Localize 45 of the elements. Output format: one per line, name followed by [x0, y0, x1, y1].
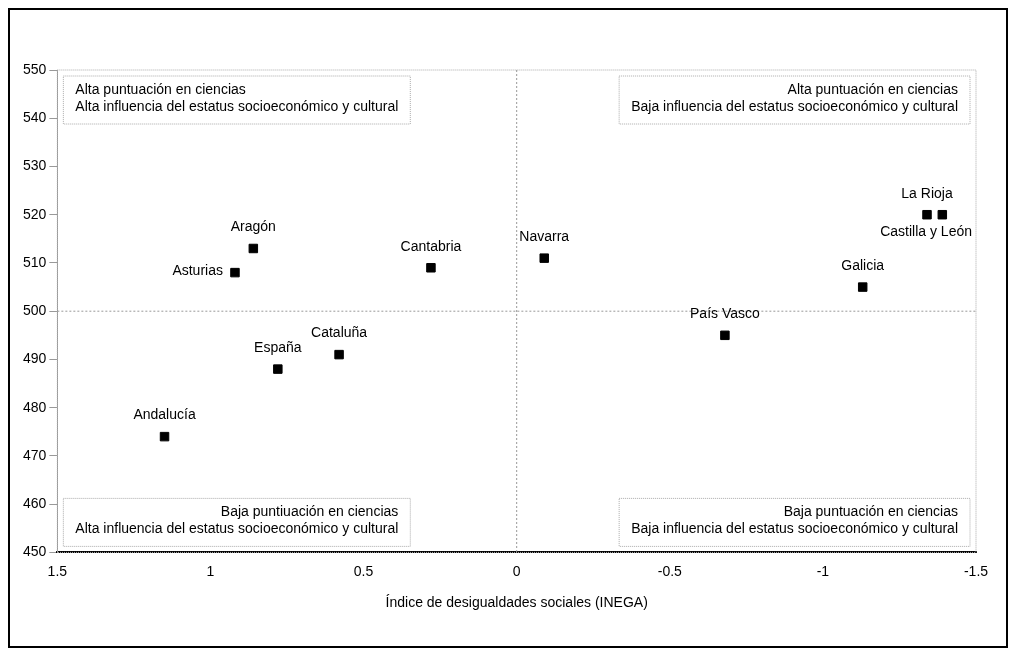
y-tick-label: 550 — [23, 60, 47, 77]
point — [426, 263, 436, 273]
x-tick-label: 1.5 — [47, 562, 68, 579]
annotation: La Rioja — [901, 184, 953, 201]
point — [230, 267, 240, 278]
point — [248, 243, 259, 254]
x-tick-label: 0 — [512, 562, 521, 579]
annotation: Cantabria — [400, 237, 462, 254]
point — [922, 209, 932, 220]
annotation: Alta puntuación en ciencias Baja influencia del estatus socioeconómico y cultural — [631, 80, 958, 114]
annotation: Navarra — [519, 228, 570, 244]
y-tick-label: 490 — [23, 350, 47, 367]
point — [539, 253, 549, 263]
y-tick-label: 470 — [23, 446, 47, 463]
x-tick-label: -1 — [816, 562, 830, 579]
x-axis-title: Índice de desigualdades sociales (INEGA) — [385, 594, 648, 611]
annotation: Aragón — [230, 218, 276, 235]
point — [857, 282, 868, 292]
point — [159, 431, 170, 442]
y-tick-label: 520 — [23, 205, 47, 222]
annotation: Andalucía — [133, 406, 196, 423]
x-tick-label: -1.5 — [963, 562, 989, 579]
point — [720, 330, 730, 341]
x-tick-label: -0.5 — [657, 562, 683, 579]
annotation: Cataluña — [311, 324, 368, 341]
point — [334, 349, 344, 360]
y-tick-label: 510 — [23, 253, 47, 270]
y-tick-label: 460 — [23, 495, 47, 512]
point — [273, 364, 283, 374]
point — [937, 209, 948, 220]
annotation: España — [254, 338, 302, 355]
annotation: Castilla y León — [880, 222, 972, 239]
annotation: Baja puntiuación en ciencias Alta influencia del estatus socioeconómico y cultural — [75, 503, 399, 537]
y-tick-label: 450 — [23, 543, 47, 560]
annotation: Asturias — [172, 262, 223, 279]
annotation: Alta puntuación en ciencias Alta influencia del estatus socioeconómico y cultural — [75, 80, 399, 114]
x-tick-label: 1 — [206, 562, 215, 579]
annotation: Galicia — [841, 256, 885, 273]
y-tick-label: 530 — [23, 157, 47, 174]
y-tick-label: 540 — [23, 109, 47, 126]
y-tick-label: 480 — [23, 398, 47, 415]
y-tick-label: 500 — [23, 302, 47, 319]
annotation: País Vasco — [690, 305, 761, 322]
annotation: Baja puntuación en ciencias Baja influencia del estatus socioeconómico y cultural — [631, 503, 958, 537]
x-tick-label: 0.5 — [353, 562, 374, 579]
